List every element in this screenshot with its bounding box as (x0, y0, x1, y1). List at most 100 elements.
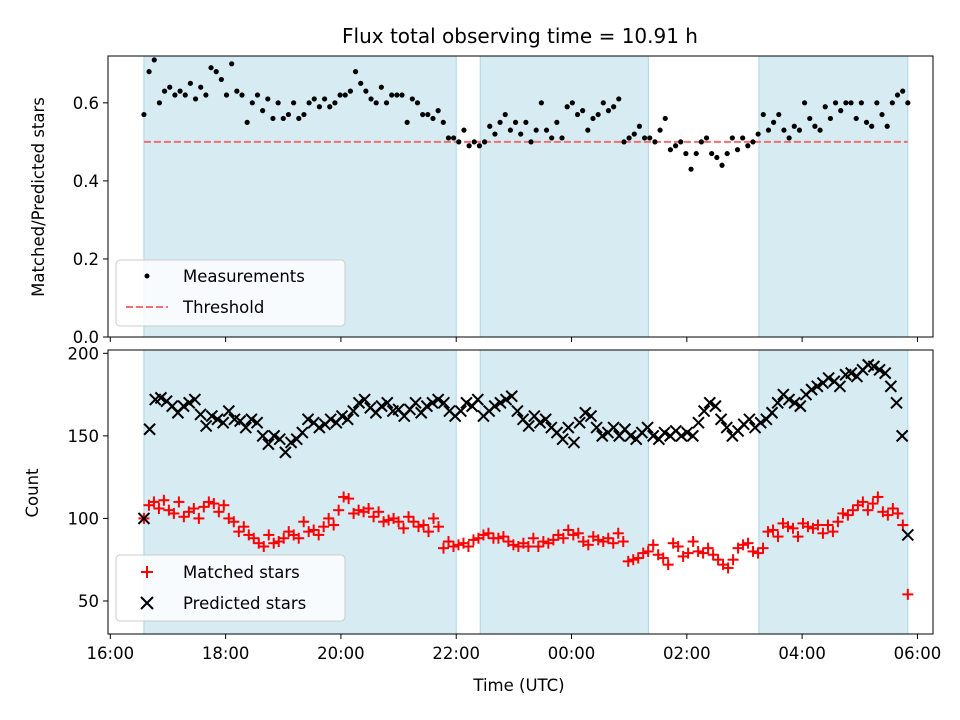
predicted-stars-point (301, 413, 315, 426)
measurement-point (621, 139, 627, 145)
matched-stars-point (557, 532, 569, 544)
measurement-point (729, 135, 735, 141)
measurement-point (177, 88, 183, 94)
matched-stars-point (802, 521, 814, 533)
matched-stars-point (423, 526, 435, 538)
measurement-point (316, 104, 323, 110)
measurement-point (518, 131, 524, 137)
matched-stars-point (298, 516, 310, 528)
predicted-stars-point (239, 421, 252, 434)
predicted-stars-point (358, 393, 371, 406)
measurement-point (146, 69, 152, 75)
y-tick-label: 0.2 (73, 250, 99, 269)
measurement-point (497, 119, 503, 125)
predicted-stars-point (686, 429, 700, 443)
matched-stars-point (842, 509, 854, 521)
predicted-stars-point (562, 421, 575, 434)
predicted-stars-point (579, 406, 592, 419)
measurement-point (667, 147, 674, 153)
x-tick-label: 02:00 (663, 644, 711, 663)
matched-stars-point (767, 524, 779, 536)
measurement-point (528, 139, 534, 145)
measurement-point (358, 80, 364, 86)
measurement-point (394, 92, 400, 98)
matched-stars-point (722, 562, 734, 574)
measurement-point (352, 69, 359, 75)
matched-stars-point (428, 512, 440, 524)
measurement-point (306, 100, 312, 106)
matched-stars-point (248, 532, 260, 544)
predicted-stars-point (324, 413, 337, 426)
predicted-stars-point (494, 396, 507, 410)
predicted-stars-point (154, 391, 168, 405)
predicted-stars-point (573, 416, 586, 429)
matched-stars-point (228, 516, 240, 528)
ratio-panel: 0.0 0.2 0.4 0.6 (73, 55, 934, 347)
measurement-point (471, 139, 477, 145)
predicted-stars-point (182, 396, 196, 410)
predicted-stars-point (375, 399, 388, 413)
matched-stars-point (148, 496, 160, 508)
x-tick-label: 18:00 (202, 644, 250, 663)
measurement-point (874, 100, 880, 106)
matched-stars-point (188, 503, 200, 515)
measurement-point (456, 139, 462, 145)
matched-stars-point (213, 506, 225, 518)
measurement-point (605, 108, 612, 114)
matched-stars-point (872, 491, 884, 503)
measurement-point (574, 111, 581, 118)
predicted-stars-point (256, 429, 269, 443)
measurement-point (672, 143, 679, 149)
matched-stars-point (338, 491, 350, 503)
matched-stars-point (263, 529, 275, 541)
measurement-point (239, 92, 245, 98)
matched-stars-point (507, 539, 519, 551)
matched-stars-point (373, 506, 385, 518)
predicted-stars-point (692, 416, 705, 429)
predicted-stars-point (533, 416, 547, 429)
x-tick-label: 00:00 (548, 644, 596, 663)
measurement-point (884, 123, 890, 129)
matched-stars-point (757, 542, 769, 554)
matched-stars-point (532, 540, 544, 552)
count-panel: 50 100 150 200 16:00 18:00 20:00 22:00 00:00 02:0… (68, 344, 942, 663)
matched-stars-point (832, 516, 844, 528)
measurement-point (894, 92, 901, 98)
measurement-point (218, 76, 224, 83)
matched-stars-legend-label: Matched stars (183, 563, 300, 582)
measurement-point (832, 100, 839, 106)
matched-stars-point (562, 524, 574, 536)
matched-stars-point (308, 524, 320, 536)
matched-stars-point (398, 522, 410, 534)
y-tick-label: 150 (68, 427, 100, 446)
observing-window (758, 349, 909, 635)
matched-stars-point (547, 534, 559, 546)
matched-stars-point (572, 527, 584, 539)
measurement-point (796, 127, 803, 133)
measurement-point (858, 100, 864, 106)
measurement-point (853, 115, 859, 122)
measurement-point (244, 119, 250, 125)
matched-stars-point (393, 516, 405, 528)
predicted-stars-point (284, 436, 298, 449)
predicted-stars-point (714, 413, 728, 426)
predicted-stars-point (352, 396, 366, 410)
matched-stars-point (233, 526, 245, 538)
matched-stars-point (193, 512, 205, 524)
predicted-stars-point (381, 396, 394, 410)
matched-stars-point (168, 507, 180, 519)
matched-stars-point (867, 498, 879, 510)
predicted-stars-point (335, 409, 349, 423)
measurement-point (760, 111, 766, 118)
matched-stars-point (353, 504, 365, 516)
matched-stars-point (268, 537, 280, 549)
measurement-point (611, 104, 617, 110)
predicted-stars-point (720, 421, 733, 434)
predicted-stars-point (409, 396, 422, 410)
measurement-point (347, 88, 353, 94)
predicted-stars-point (754, 416, 767, 429)
predicted-stars-point (522, 419, 535, 433)
measurement-point (703, 135, 710, 141)
predicted-stars-point (607, 421, 620, 434)
predicted-stars-point (262, 437, 275, 451)
